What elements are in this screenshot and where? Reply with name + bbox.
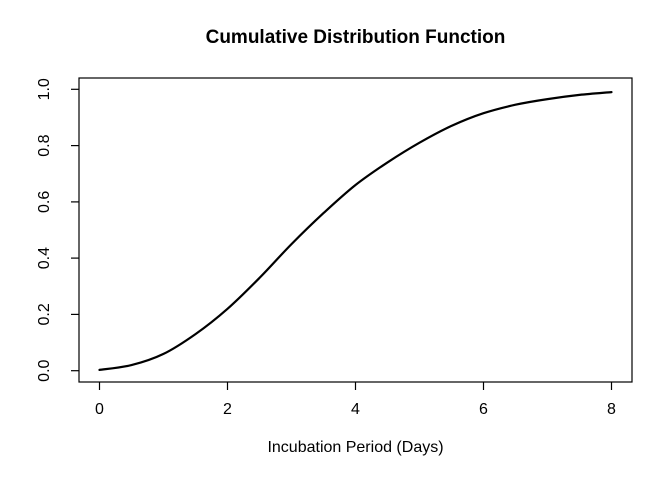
y-tick-label: 0.6 (36, 191, 53, 213)
x-tick-label: 8 (607, 401, 616, 418)
y-tick-label: 0.2 (36, 303, 53, 325)
y-tick-label: 0.8 (36, 134, 53, 156)
x-tick-label: 4 (351, 401, 360, 418)
y-tick-label: 0.0 (36, 359, 53, 381)
x-axis-label: Incubation Period (Days) (267, 439, 443, 456)
chart-title: Cumulative Distribution Function (206, 27, 506, 48)
x-axis: 0 2 4 6 8 (95, 382, 616, 418)
x-tick-label: 2 (223, 401, 232, 418)
y-tick-label: 0.4 (36, 247, 53, 269)
curve-group (98, 91, 613, 371)
x-tick-label: 0 (95, 401, 104, 418)
x-tick-label: 6 (479, 401, 488, 418)
cdf-curve (98, 91, 613, 371)
y-axis: 0.0 0.2 0.4 0.6 0.8 1.0 (36, 78, 79, 382)
y-tick-label: 1.0 (36, 78, 53, 100)
plot-box (78, 77, 633, 383)
